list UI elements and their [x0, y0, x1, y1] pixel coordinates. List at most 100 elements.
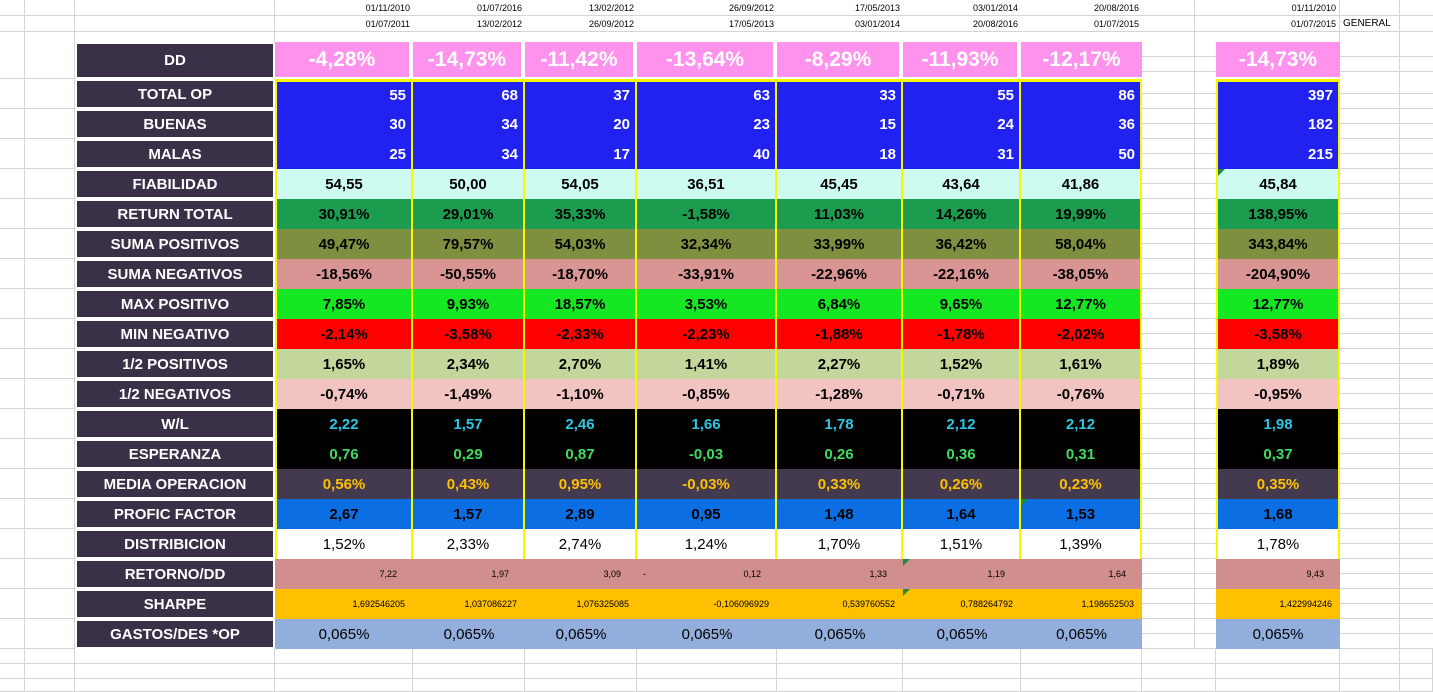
grid-cell[interactable] [525, 679, 637, 692]
grid-cell[interactable] [1142, 589, 1216, 619]
grid-cell[interactable] [1400, 169, 1433, 199]
cell-media-operacion-4[interactable]: 0,33% [777, 469, 903, 499]
cell-distribicion-2[interactable]: 2,74% [525, 529, 637, 559]
grid-cell[interactable] [1340, 0, 1400, 16]
cell-min-negativo-6[interactable]: -2,02% [1021, 319, 1142, 349]
period-end-date[interactable]: 01/07/2015 [1021, 16, 1142, 32]
grid-cell[interactable] [1216, 664, 1340, 679]
grid-cell[interactable] [1400, 649, 1433, 664]
grid-cell[interactable] [413, 679, 525, 692]
cell-return-total-1[interactable]: 29,01% [413, 199, 525, 229]
cell-profic-factor-4[interactable]: 1,48 [777, 499, 903, 529]
grid-cell[interactable] [777, 649, 903, 664]
cell-min-negativo-1[interactable]: -3,58% [413, 319, 525, 349]
row-label-fiabilidad[interactable]: FIABILIDAD [75, 169, 275, 199]
row-label-malas[interactable]: MALAS [75, 139, 275, 169]
cell-suma-positivos-general[interactable]: 343,84% [1216, 229, 1340, 259]
grid-cell[interactable] [903, 649, 1021, 664]
cell-1-2-positivos-5[interactable]: 1,52% [903, 349, 1021, 379]
cell-fiabilidad-5[interactable]: 43,64 [903, 169, 1021, 199]
cell-min-negativo-3[interactable]: -2,23% [637, 319, 777, 349]
grid-cell[interactable] [903, 679, 1021, 692]
cell-esperanza-2[interactable]: 0,87 [525, 439, 637, 469]
cell-suma-positivos-3[interactable]: 32,34% [637, 229, 777, 259]
row-label-media-operacion[interactable]: MEDIA OPERACION [75, 469, 275, 499]
row-label-buenas[interactable]: BUENAS [75, 109, 275, 139]
grid-cell[interactable] [1142, 16, 1216, 32]
cell-fiabilidad-general[interactable]: 45,84 [1216, 169, 1340, 199]
grid-cell[interactable] [25, 559, 75, 589]
cell-malas-4[interactable]: 18 [777, 139, 903, 169]
cell-w-l-4[interactable]: 1,78 [777, 409, 903, 439]
grid-cell[interactable] [1340, 79, 1400, 109]
grid-cell[interactable] [1142, 379, 1216, 409]
cell-total-op-1[interactable]: 68 [413, 79, 525, 109]
grid-cell[interactable] [0, 199, 25, 229]
grid-cell[interactable] [25, 79, 75, 109]
cell-max-positivo-2[interactable]: 18,57% [525, 289, 637, 319]
cell-buenas-1[interactable]: 34 [413, 109, 525, 139]
grid-cell[interactable] [25, 664, 75, 679]
grid-cell[interactable] [1142, 229, 1216, 259]
cell-return-total-0[interactable]: 30,91% [275, 199, 413, 229]
row-label-min-negativo[interactable]: MIN NEGATIVO [75, 319, 275, 349]
grid-cell[interactable] [275, 664, 413, 679]
cell-media-operacion-0[interactable]: 0,56% [275, 469, 413, 499]
cell-gastos-des-op-1[interactable]: 0,065% [413, 619, 525, 649]
grid-cell[interactable] [25, 379, 75, 409]
cell-esperanza-1[interactable]: 0,29 [413, 439, 525, 469]
grid-cell[interactable] [0, 289, 25, 319]
grid-cell[interactable] [0, 559, 25, 589]
cell-dd-1[interactable]: -14,73% [413, 42, 525, 77]
cell-retorno-dd-6[interactable]: 1,64 [1021, 559, 1142, 589]
cell-total-op-6[interactable]: 86 [1021, 79, 1142, 109]
row-label-1-2-negativos[interactable]: 1/2 NEGATIVOS [75, 379, 275, 409]
cell-suma-negativos-6[interactable]: -38,05% [1021, 259, 1142, 289]
grid-cell[interactable] [637, 664, 777, 679]
grid-cell[interactable] [1400, 589, 1433, 619]
grid-cell[interactable] [1142, 42, 1216, 79]
grid-cell[interactable] [0, 439, 25, 469]
cell-profic-factor-general[interactable]: 1,68 [1216, 499, 1340, 529]
grid-cell[interactable] [0, 169, 25, 199]
grid-cell[interactable] [413, 664, 525, 679]
grid-cell[interactable] [1400, 79, 1433, 109]
grid-cell[interactable] [777, 679, 903, 692]
row-label-retorno-dd[interactable]: RETORNO/DD [75, 559, 275, 589]
grid-cell[interactable] [25, 469, 75, 499]
grid-cell[interactable] [275, 649, 413, 664]
period-start-date[interactable]: 03/01/2014 [903, 0, 1021, 16]
grid-cell[interactable] [25, 289, 75, 319]
grid-cell[interactable] [0, 79, 25, 109]
grid-cell[interactable] [25, 409, 75, 439]
grid-cell[interactable] [525, 32, 637, 42]
cell-1-2-negativos-1[interactable]: -1,49% [413, 379, 525, 409]
cell-sharpe-5[interactable]: 0,788264792 [903, 589, 1021, 619]
grid-cell[interactable] [1216, 32, 1340, 42]
grid-cell[interactable] [25, 0, 75, 16]
cell-esperanza-5[interactable]: 0,36 [903, 439, 1021, 469]
cell-sharpe-4[interactable]: 0,539760552 [777, 589, 903, 619]
grid-cell[interactable] [1216, 649, 1340, 664]
cell-dd-6[interactable]: -12,17% [1021, 42, 1142, 77]
cell-1-2-negativos-3[interactable]: -0,85% [637, 379, 777, 409]
grid-cell[interactable] [1142, 79, 1216, 109]
row-label-return-total[interactable]: RETURN TOTAL [75, 199, 275, 229]
cell-esperanza-6[interactable]: 0,31 [1021, 439, 1142, 469]
grid-cell[interactable] [1142, 409, 1216, 439]
grid-cell[interactable] [1021, 649, 1142, 664]
cell-w-l-1[interactable]: 1,57 [413, 409, 525, 439]
grid-cell[interactable] [1142, 109, 1216, 139]
cell-dd-5[interactable]: -11,93% [903, 42, 1021, 77]
period-end-date[interactable]: 03/01/2014 [777, 16, 903, 32]
cell-media-operacion-general[interactable]: 0,35% [1216, 469, 1340, 499]
grid-cell[interactable] [1216, 679, 1340, 692]
cell-min-negativo-2[interactable]: -2,33% [525, 319, 637, 349]
cell-profic-factor-1[interactable]: 1,57 [413, 499, 525, 529]
period-end-date[interactable]: 13/02/2012 [413, 16, 525, 32]
cell-buenas-2[interactable]: 20 [525, 109, 637, 139]
cell-fiabilidad-4[interactable]: 45,45 [777, 169, 903, 199]
grid-cell[interactable] [1142, 32, 1216, 42]
grid-cell[interactable] [0, 649, 25, 664]
grid-cell[interactable] [1400, 469, 1433, 499]
